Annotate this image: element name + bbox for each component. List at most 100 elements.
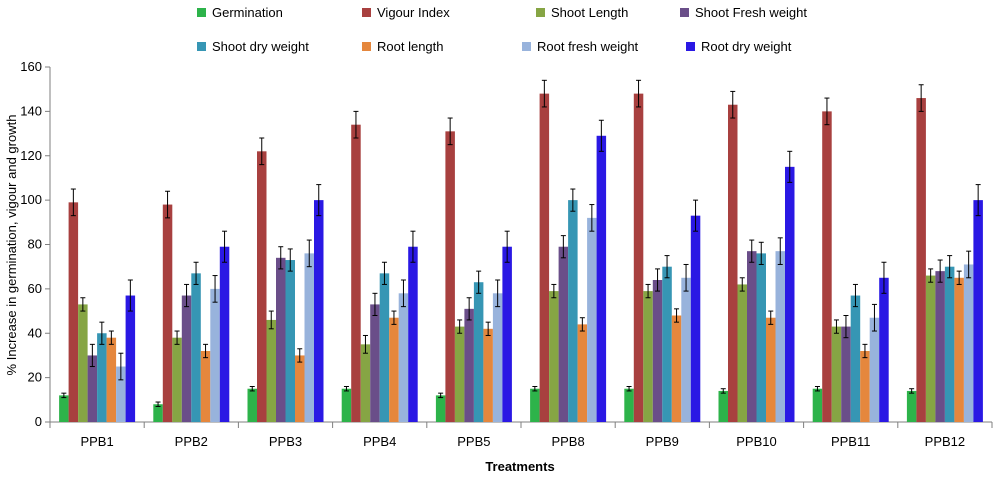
bar: [454, 326, 465, 422]
bar: [662, 266, 672, 422]
bar: [822, 111, 832, 422]
bar: [925, 275, 936, 422]
bar: [944, 266, 955, 422]
bar: [502, 246, 512, 422]
bar: [916, 98, 926, 422]
bar: [162, 204, 173, 422]
x-axis-label: Treatments: [485, 459, 554, 474]
bar: [841, 326, 851, 422]
bar: [304, 253, 314, 422]
bar: [690, 215, 701, 422]
legend-entry: Shoot Length: [551, 5, 628, 20]
bar: [379, 273, 390, 422]
category-label: PPB5: [457, 434, 490, 449]
bar: [935, 271, 945, 422]
bar: [775, 251, 785, 422]
category-label: PPB9: [646, 434, 679, 449]
bar: [587, 217, 597, 422]
bar: [869, 317, 880, 422]
bar: [370, 304, 380, 422]
bar: [210, 288, 220, 422]
legend-swatch: [536, 8, 545, 17]
bar: [435, 395, 446, 422]
bar: [181, 295, 192, 422]
bar: [68, 202, 79, 422]
y-tick-label: 0: [35, 414, 42, 429]
bar: [116, 366, 126, 422]
bar: [652, 280, 663, 422]
bar: [577, 324, 588, 422]
bar: [747, 251, 757, 422]
bar: [351, 124, 361, 422]
bar: [492, 293, 503, 422]
bar: [558, 246, 569, 422]
bar: [191, 273, 201, 422]
category-label: PPB4: [363, 434, 396, 449]
legend-entry: Vigour Index: [377, 5, 450, 20]
y-tick-label: 140: [20, 103, 42, 118]
bar: [389, 317, 399, 422]
bar: [97, 333, 107, 422]
bar: [295, 355, 305, 422]
legend-entry: Root length: [377, 39, 444, 54]
bar: [879, 277, 889, 422]
bar: [473, 282, 484, 422]
bar: [276, 257, 286, 422]
bar: [539, 93, 550, 422]
legend-swatch: [362, 8, 371, 17]
category-label: PPB12: [925, 434, 965, 449]
legend-entry: Root dry weight: [701, 39, 792, 54]
bar: [78, 304, 88, 422]
bar: [718, 390, 728, 422]
bar: [445, 131, 455, 422]
y-tick-label: 100: [20, 192, 42, 207]
y-tick-label: 60: [28, 281, 42, 296]
bar: [314, 200, 324, 422]
bar: [153, 404, 163, 422]
bar: [681, 277, 691, 422]
legend-swatch: [197, 8, 206, 17]
bar: [87, 355, 98, 422]
bar: [671, 315, 682, 422]
bar: [643, 291, 653, 422]
bar: [200, 351, 211, 422]
bar: [973, 200, 983, 422]
bar: [341, 388, 352, 422]
bar: [483, 328, 493, 422]
legend-swatch: [362, 42, 371, 51]
category-label: PPB1: [80, 434, 113, 449]
y-tick-label: 20: [28, 370, 42, 385]
bar: [285, 260, 295, 422]
category-label: PPB8: [551, 434, 584, 449]
bar: [624, 388, 634, 422]
bar: [906, 390, 917, 422]
legend-swatch: [680, 8, 689, 17]
bar: [257, 151, 267, 422]
bar: [963, 264, 974, 422]
bar: [831, 326, 842, 422]
y-tick-label: 40: [28, 325, 42, 340]
bar: [737, 284, 747, 422]
y-axis-label: % Increase in germination, vigour and gr…: [4, 115, 19, 376]
bar: [549, 291, 559, 422]
bar: [568, 200, 578, 422]
bars: [59, 79, 983, 422]
bar: [728, 104, 738, 422]
bar: [530, 388, 540, 422]
category-label: PPB10: [736, 434, 776, 449]
bar: [360, 344, 371, 422]
bar: [219, 246, 230, 422]
legend-swatch: [686, 42, 695, 51]
bar: [172, 337, 182, 422]
legend: Germination Vigour Index Shoot Length Shoot…: [197, 5, 807, 54]
bar: [398, 293, 409, 422]
legend-entry: Shoot dry weight: [212, 39, 309, 54]
legend-swatch: [197, 42, 206, 51]
bar: [756, 253, 766, 422]
legend-swatch: [522, 42, 531, 51]
bar: [59, 395, 69, 422]
bar: [633, 93, 644, 422]
y-tick-label: 80: [28, 237, 42, 252]
category-label: PPB3: [269, 434, 302, 449]
